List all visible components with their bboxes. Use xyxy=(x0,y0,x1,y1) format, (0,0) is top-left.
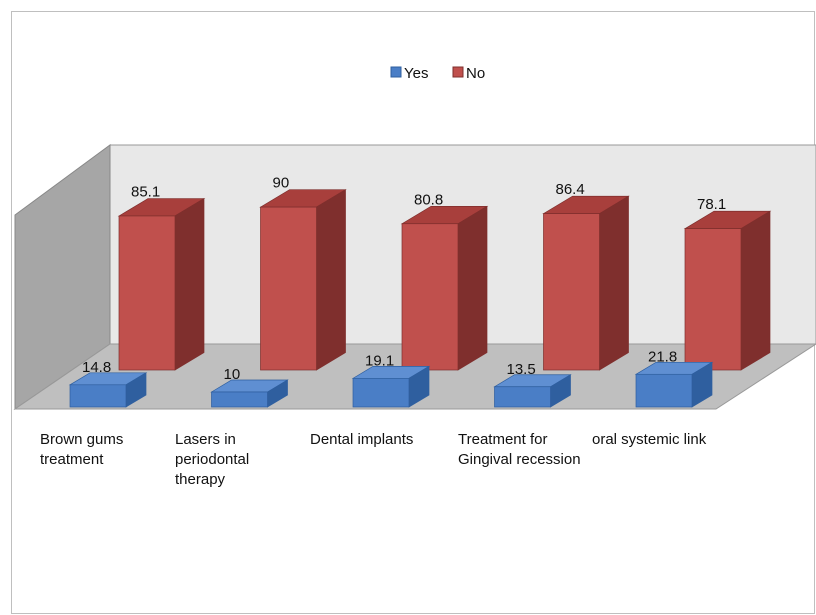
bar-yes-2 xyxy=(351,365,431,408)
legend-label-yes: Yes xyxy=(404,65,428,82)
bar-no-4-side xyxy=(740,210,771,371)
bar-yes-0 xyxy=(68,372,148,408)
legend-label-no: No xyxy=(466,65,485,82)
category-label-2-line-0: Dental implants xyxy=(310,431,413,448)
bar-yes-3 xyxy=(493,374,572,408)
category-label-0-line-1: treatment xyxy=(40,451,104,468)
data-label-no-2: 80.8 xyxy=(414,191,443,208)
category-label-1-line-1: periodontal xyxy=(175,451,249,468)
bar-no-0-front xyxy=(118,215,176,371)
bar-no-2-front xyxy=(401,223,459,371)
series-yes-bars xyxy=(68,361,714,408)
category-labels: Brown gums treatment Lasers in periodontal t… xyxy=(40,431,707,488)
bar-no-4 xyxy=(683,210,772,371)
category-label-1-line-0: Lasers in xyxy=(175,431,236,448)
bar-no-3-front xyxy=(543,213,600,371)
bar-yes-4-front xyxy=(635,373,693,408)
bar-no-2-side xyxy=(457,205,488,371)
category-label-4-line-0: oral systemic link xyxy=(592,431,707,448)
bar-no-1-side xyxy=(316,189,346,371)
data-label-yes-4: 21.8 xyxy=(648,348,677,365)
category-label-3-line-0: Treatment for xyxy=(458,431,547,448)
legend-swatch-no xyxy=(452,66,464,78)
bar-no-3 xyxy=(542,195,630,371)
bar-no-2 xyxy=(400,205,489,371)
category-label-3-line-1: Gingival recession xyxy=(458,451,581,468)
bar-yes-1 xyxy=(210,379,289,408)
bar-no-0 xyxy=(117,197,206,371)
bar-no-0-side xyxy=(174,197,205,371)
data-label-no-0: 85.1 xyxy=(131,184,160,201)
data-label-yes-0: 14.8 xyxy=(82,359,111,376)
bar-yes-2-front xyxy=(352,378,410,408)
bar-no-1-front xyxy=(260,206,317,371)
data-label-no-4: 78.1 xyxy=(697,196,726,213)
data-label-yes-3: 13.5 xyxy=(507,361,536,378)
data-label-yes-1: 10 xyxy=(224,366,241,383)
legend-swatch-yes xyxy=(390,66,402,78)
series-no-bars xyxy=(117,189,772,371)
bar-yes-0-front xyxy=(69,384,127,408)
bar-yes-1-front xyxy=(211,391,268,408)
category-label-0-line-0: Brown gums xyxy=(40,431,123,448)
bar-yes-4 xyxy=(634,361,714,408)
legend: Yes No xyxy=(390,65,485,82)
bar-no-3-side xyxy=(599,195,629,371)
data-label-no-1: 90 xyxy=(273,175,290,192)
bar-yes-3-front xyxy=(494,386,551,408)
data-labels: 85.1 14.8 90 10 80.8 19.1 86.4 13.5 78.1 21.8 xyxy=(82,175,726,383)
data-label-yes-2: 19.1 xyxy=(365,352,394,369)
bar-no-4-front xyxy=(684,228,742,371)
data-label-no-3: 86.4 xyxy=(556,181,585,198)
bar-no-1 xyxy=(259,189,347,371)
category-label-1-line-2: therapy xyxy=(175,471,226,488)
